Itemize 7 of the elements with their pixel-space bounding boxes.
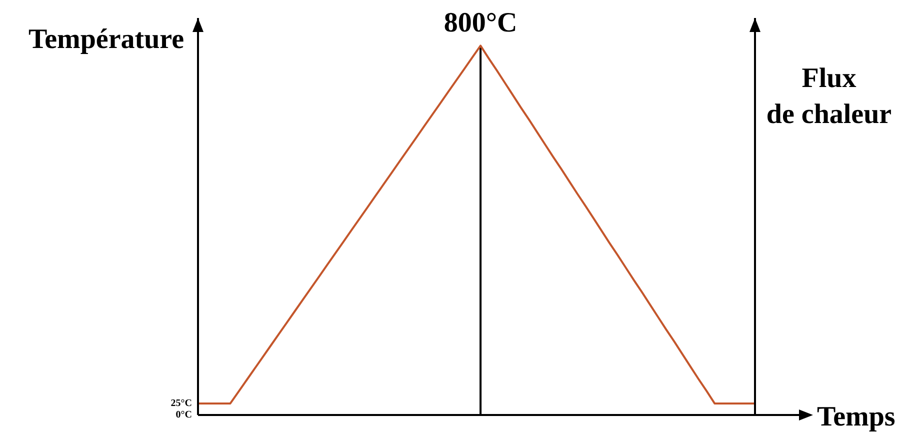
x-axis-title: Temps: [817, 401, 896, 432]
y2-axis-title: Flux de chaleur: [766, 63, 892, 130]
line-series: [197, 44, 756, 404]
y-tick-label: 0°C: [176, 410, 192, 420]
y-axis-title: Température: [28, 24, 184, 55]
y-tick-label: 25°C: [170, 398, 192, 409]
data-label: 800°C: [444, 8, 518, 39]
